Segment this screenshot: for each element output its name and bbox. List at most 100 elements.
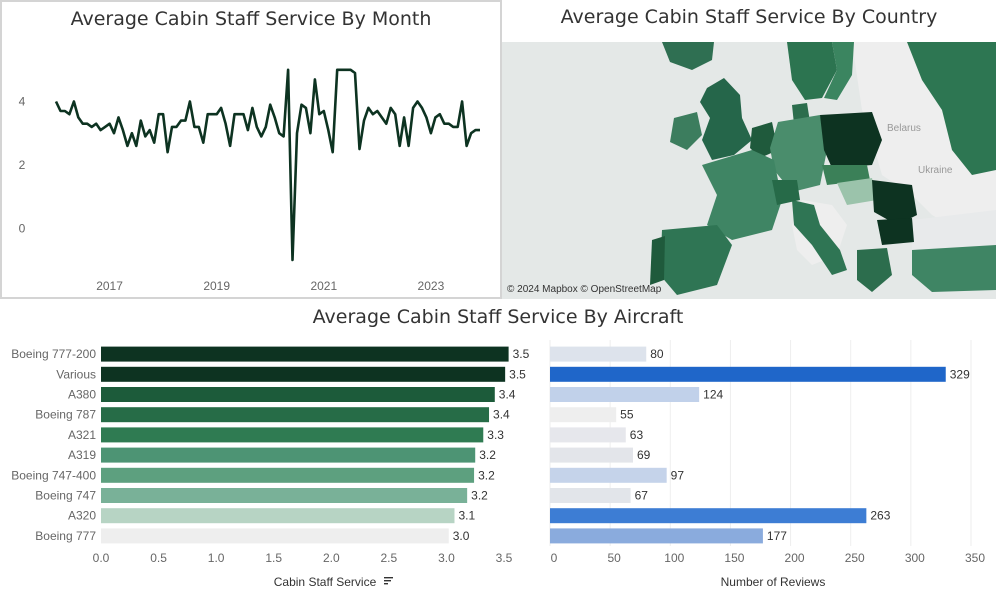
month-chart-panel: Average Cabin Staff Service By Month 0 2 4… [0, 0, 502, 299]
cabin-service-bar[interactable] [101, 528, 449, 544]
cabin-service-bar[interactable] [101, 427, 484, 443]
country-portugal[interactable] [650, 236, 665, 285]
cabin-service-value-label: 3.2 [471, 489, 488, 503]
cabin-service-value-label: 3.3 [487, 428, 504, 442]
month-x-tick: 2017 [96, 279, 123, 293]
aircraft-category-label: Boeing 747-400 [11, 468, 96, 482]
reviews-x-tick: 0 [551, 551, 558, 565]
month-x-tick: 2023 [418, 279, 445, 293]
country-map-title: Average Cabin Staff Service By Country [560, 6, 938, 28]
aircraft-bar-charts: Cabin Staff Service Number of Reviews Bo… [11, 340, 985, 589]
cabin-service-bar[interactable] [101, 407, 490, 423]
review-count-bar[interactable] [550, 528, 763, 544]
aircraft-chart-panel: Average Cabin Staff Service By Aircraft … [0, 300, 996, 595]
reviews-x-tick: 350 [965, 551, 985, 565]
cabin-service-x-tick: 2.5 [381, 551, 398, 565]
month-chart-title: Average Cabin Staff Service By Month [70, 8, 432, 30]
cabin-service-bar[interactable] [101, 447, 476, 463]
country-sweden[interactable] [824, 42, 854, 100]
month-y-tick: 2 [19, 158, 26, 172]
review-count-value-label: 97 [671, 468, 685, 482]
review-count-value-label: 69 [637, 448, 651, 462]
country-map-panel: Average Cabin Staff Service By Country [502, 0, 996, 299]
reviews-x-tick: 300 [905, 551, 925, 565]
cabin-service-value-label: 3.0 [453, 529, 470, 543]
month-y-tick: 4 [19, 95, 26, 109]
aircraft-category-label: Boeing 777-200 [11, 347, 96, 361]
reviews-x-tick: 200 [785, 551, 805, 565]
cabin-service-x-tick: 3.5 [496, 551, 513, 565]
cabin-service-bar[interactable] [101, 488, 468, 503]
country-poland[interactable] [820, 112, 882, 168]
reviews-x-tick: 50 [607, 551, 621, 565]
cabin-service-value-label: 3.4 [493, 408, 510, 422]
country-spain[interactable] [660, 225, 732, 295]
reviews-x-tick: 150 [724, 551, 744, 565]
cabin-service-bar[interactable] [101, 366, 506, 382]
country-ireland[interactable] [670, 112, 702, 150]
cabin-service-bar[interactable] [101, 346, 509, 362]
cabin-service-x-tick: 0.5 [150, 551, 167, 565]
map-attribution[interactable]: © 2024 Mapbox © OpenStreetMap [507, 284, 662, 295]
review-count-bar[interactable] [550, 366, 946, 382]
cabin-service-bar[interactable] [101, 467, 475, 483]
month-y-tick: 0 [19, 221, 26, 235]
month-x-tick: 2019 [203, 279, 230, 293]
aircraft-category-label: A321 [68, 428, 96, 442]
right-axis-title: Number of Reviews [721, 575, 826, 589]
country-greece[interactable] [857, 248, 892, 292]
review-count-value-label: 124 [703, 388, 723, 402]
aircraft-chart-title: Average Cabin Staff Service By Aircraft [312, 306, 684, 328]
review-count-value-label: 177 [767, 529, 787, 543]
cabin-service-value-label: 3.4 [499, 388, 516, 402]
europe-choropleth-map[interactable]: Belarus Ukraine © 2024 Mapbox © OpenStre… [502, 0, 996, 299]
review-count-value-label: 263 [870, 509, 890, 523]
review-count-value-label: 80 [650, 347, 664, 361]
country-turkey[interactable] [912, 245, 996, 292]
review-count-bar[interactable] [550, 447, 633, 463]
country-bulgaria[interactable] [877, 218, 914, 245]
aircraft-category-label: Various [56, 367, 96, 381]
country-norway[interactable] [787, 42, 837, 100]
cabin-service-value-label: 3.2 [479, 448, 496, 462]
cabin-service-value-label: 3.5 [509, 367, 526, 381]
review-count-bar[interactable] [550, 346, 647, 362]
cabin-service-x-tick: 1.5 [265, 551, 282, 565]
cabin-service-bar[interactable] [101, 508, 455, 524]
aircraft-category-label: Boeing 747 [35, 489, 96, 503]
sort-icon[interactable] [384, 577, 393, 585]
reviews-x-tick: 100 [664, 551, 684, 565]
aircraft-category-label: A319 [68, 448, 96, 462]
review-count-value-label: 329 [950, 367, 970, 381]
review-count-bar[interactable] [550, 467, 667, 483]
cabin-service-value-label: 3.1 [458, 509, 475, 523]
review-count-bar[interactable] [550, 508, 867, 524]
country-romania[interactable] [872, 180, 917, 225]
country-france[interactable] [702, 150, 782, 240]
country-switzerland-austria[interactable] [772, 180, 800, 205]
review-count-bar[interactable] [550, 427, 626, 443]
cabin-service-value-label: 3.2 [478, 468, 495, 482]
review-count-bar[interactable] [550, 488, 631, 503]
reviews-x-tick: 250 [845, 551, 865, 565]
country-russia[interactable] [907, 42, 996, 175]
cabin-service-x-tick: 0.0 [93, 551, 110, 565]
review-count-bar[interactable] [550, 387, 700, 402]
country-uk[interactable] [700, 78, 752, 160]
map-label-ukraine: Ukraine [918, 165, 953, 176]
country-italy[interactable] [792, 200, 847, 275]
aircraft-category-label: A380 [68, 388, 96, 402]
aircraft-category-label: Boeing 777 [35, 529, 96, 543]
month-line-chart: 0 2 4 2017 2019 2021 2023 [19, 68, 480, 293]
country-iceland[interactable] [662, 42, 714, 70]
map-label-belarus: Belarus [887, 123, 921, 134]
cabin-service-bar[interactable] [101, 387, 495, 402]
country-germany[interactable] [770, 115, 827, 192]
review-count-bar[interactable] [550, 407, 617, 423]
country-hungary[interactable] [837, 178, 877, 205]
review-count-value-label: 63 [630, 428, 644, 442]
month-series-line[interactable] [54, 68, 480, 262]
review-count-value-label: 55 [620, 408, 634, 422]
left-axis-title: Cabin Staff Service [274, 575, 377, 589]
aircraft-category-label: Boeing 787 [35, 408, 96, 422]
